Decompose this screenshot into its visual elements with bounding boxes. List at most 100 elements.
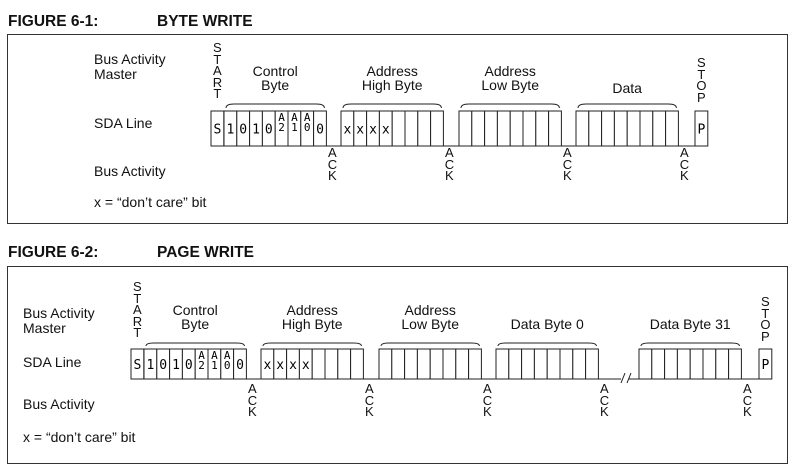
byte-label-3: Data Byte 0 [510,316,584,332]
bit-cell [651,348,666,380]
figure-1-number: FIGURE 6-1: [8,13,99,30]
bit-label: 2 [198,359,205,372]
bit-cell [508,348,523,380]
break-mark [620,372,632,384]
bit-cell [715,348,730,380]
bit-cell [638,348,653,380]
bit-label: 1 [226,123,234,138]
bit-cell [429,348,444,380]
bit-cell [416,348,431,380]
bit-cell [233,348,247,380]
fig2-note: x = “don’t care” bit [23,429,136,445]
bit-label: x [343,123,351,138]
bit-cell [676,348,691,380]
fig2-label-bus-activity-master: Bus Activity Master [23,306,95,336]
bit-label: 1 [252,123,260,138]
bit-cell [350,348,364,380]
byte-bracket [460,103,560,109]
byte-label-1: Address High Byte [281,302,343,332]
bit-label: A [278,111,285,124]
figure-2-number: FIGURE 6-2: [8,244,99,261]
bit-cell [311,348,326,380]
byte-bracket [497,342,597,347]
bit-cell [337,348,352,380]
byte-label-2: Address Low Byte [481,63,539,93]
fig2-master-line2: Master [23,320,66,336]
bit-label: 0 [159,358,167,373]
start-bit-label: S [133,358,141,373]
fig1-label-bus-activity: Bus Activity [94,163,166,179]
byte-bracket [342,103,442,109]
bit-label: x [263,358,271,373]
bit-cell [585,348,599,380]
bit-cell [546,348,561,380]
byte-label-4: Data Byte 31 [649,316,731,332]
fig1-master-line2: Master [94,66,137,82]
bit-cell [664,348,678,380]
bit-label: 0 [239,123,247,138]
bit-label: x [289,358,297,373]
bit-cell [468,348,482,380]
byte-label-3: Data [612,80,642,96]
bit-cell [665,110,679,147]
bit-label: A [224,349,231,362]
byte-bracket [577,103,677,109]
byte-label-2: Address Low Byte [401,302,459,332]
stop-bit-label: P [761,358,769,373]
bit-cell [313,110,327,147]
bit-label: 0 [185,358,193,373]
byte-bracket [225,103,325,109]
bit-label: x [382,123,390,138]
bit-label: A [211,349,218,362]
stop-bit-label: P [697,123,705,138]
fig1-master-line1: Bus Activity [94,51,166,67]
byte-label-0: Control Byte [252,63,298,93]
fig1-label-bus-activity-master: Bus Activity Master [94,52,166,82]
fig1-label-sda: SDA Line [94,115,153,131]
byte-label-1: Address High Byte [361,63,423,93]
bit-cell [378,348,393,380]
bit-label: 1 [211,359,218,372]
bit-label: A [198,349,205,362]
byte-bracket [640,342,740,347]
start-bit-label: S [213,123,221,138]
bit-cell [572,348,587,380]
bit-label: 1 [291,121,298,134]
bit-cell [430,110,444,147]
bit-label: A [291,111,298,124]
bit-label: 1 [146,358,154,373]
figure-1-title: BYTE WRITE [157,13,253,30]
bit-label: x [276,358,284,373]
bit-cell [442,348,457,380]
bit-cell [689,348,704,380]
bit-label: 0 [304,121,311,134]
bit-label: 0 [265,123,273,138]
bit-cell [533,348,548,380]
bit-label: 1 [172,358,180,373]
stop-bit [694,110,709,147]
byte-bracket [262,342,362,347]
bit-cell [324,348,339,380]
fig2-label-bus-activity: Bus Activity [23,396,95,412]
bit-cell [391,348,406,380]
bit-label: A [304,111,311,124]
bit-label: 2 [278,121,285,134]
bit-label: x [369,123,377,138]
fig2-master-line1: Bus Activity [23,305,95,321]
bit-cell [559,348,574,380]
byte-label-0: Control Byte [172,302,218,332]
bit-cell [455,348,470,380]
